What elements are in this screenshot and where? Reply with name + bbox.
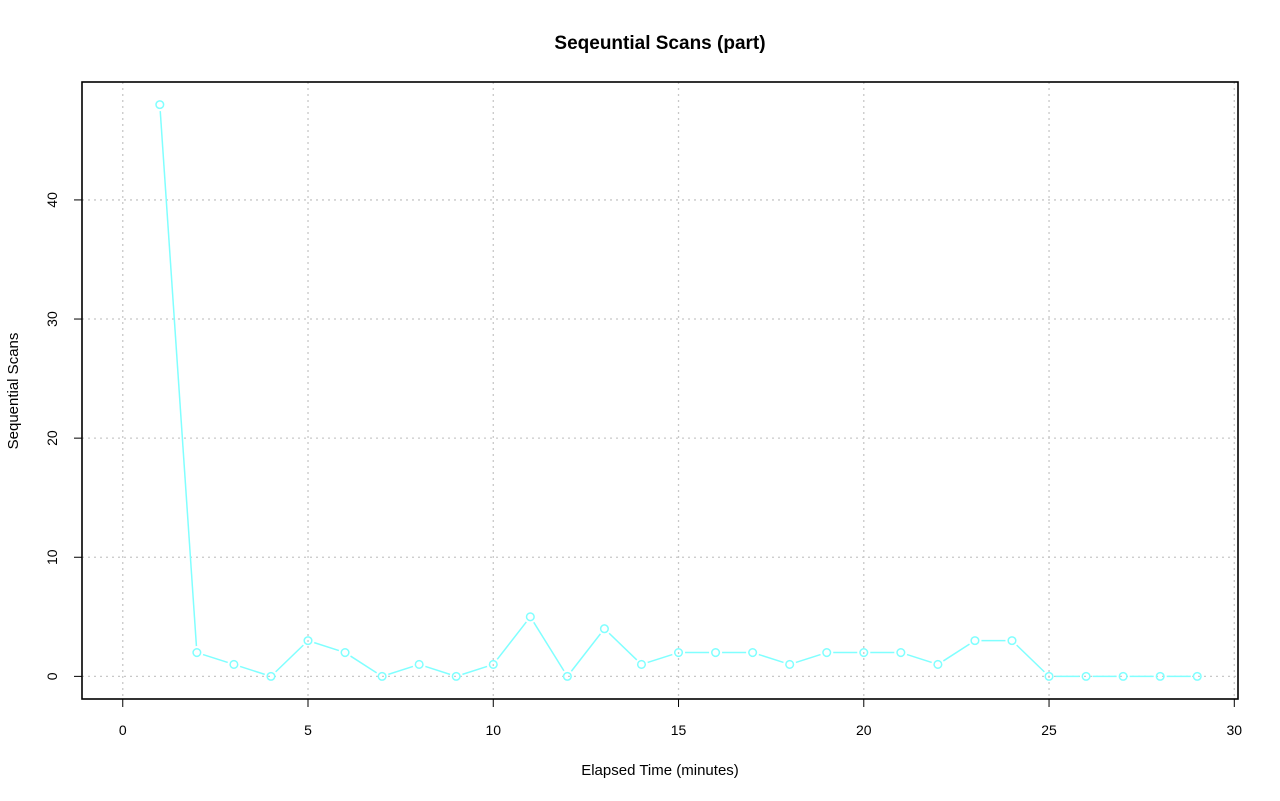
- x-axis-label: Elapsed Time (minutes): [581, 762, 739, 779]
- x-tick-label: 20: [856, 722, 872, 738]
- line-segment: [795, 653, 821, 664]
- data-point: [303, 636, 313, 646]
- y-axis-label: Sequential Scans: [5, 333, 22, 450]
- data-point: [1044, 671, 1054, 681]
- data-point: [599, 624, 609, 634]
- data-point: [636, 659, 647, 670]
- line-segment: [159, 111, 198, 647]
- data-point: [859, 647, 869, 658]
- data-point: [785, 659, 795, 670]
- data-point: [970, 636, 980, 646]
- data-point: [377, 671, 387, 681]
- line-segment: [570, 633, 602, 672]
- line-segment: [608, 632, 638, 661]
- data-point: [1007, 636, 1017, 646]
- x-tick-label: 10: [485, 722, 501, 738]
- data-point: [340, 647, 350, 658]
- line-segment: [496, 621, 527, 660]
- line-segment: [239, 665, 266, 676]
- data-point: [192, 647, 202, 658]
- data-point: [451, 671, 461, 681]
- grid: [82, 82, 1238, 699]
- line-segment: [533, 621, 565, 672]
- x-tick-label: 30: [1227, 722, 1243, 738]
- y-tick-label: 30: [44, 311, 60, 327]
- data-point: [1155, 671, 1165, 681]
- line-segment: [202, 653, 228, 664]
- y-tick-label: 40: [44, 192, 60, 208]
- data-point: [896, 647, 906, 658]
- x-axis: 0 5 10 15 20 25 30: [119, 698, 1243, 738]
- data-point: [1192, 671, 1202, 681]
- x-tick-label: 5: [304, 722, 312, 738]
- x-tick-label: 15: [671, 722, 687, 738]
- data-point: [155, 100, 165, 110]
- data-point: [1118, 671, 1128, 681]
- data-point: [488, 659, 498, 670]
- y-axis: 0 10 20 30 40: [44, 192, 83, 680]
- line-segment: [388, 665, 414, 676]
- x-tick-label: 0: [119, 722, 127, 738]
- plot-frame: [81, 81, 1239, 700]
- data-point: [525, 612, 535, 622]
- data-point: [748, 647, 758, 658]
- data-point: [562, 671, 572, 681]
- line-segment: [1016, 644, 1045, 673]
- line-segment: [942, 643, 970, 662]
- data-point: [933, 659, 943, 670]
- line-segment: [350, 655, 378, 674]
- line-segment: [275, 644, 304, 673]
- x-tick-label: 25: [1041, 722, 1057, 738]
- line-segment: [758, 653, 784, 664]
- data-point: [1081, 671, 1091, 681]
- line-segment: [906, 653, 932, 664]
- line-segment: [425, 665, 451, 676]
- series-line: [155, 100, 1202, 681]
- line-segment: [313, 641, 340, 652]
- y-tick-label: 0: [44, 672, 60, 680]
- series-layer: [155, 100, 1202, 681]
- chart-title: Seqeuntial Scans (part): [554, 33, 765, 54]
- data-point: [711, 647, 721, 658]
- data-point: [229, 659, 239, 670]
- line-segment: [647, 653, 673, 664]
- data-point: [414, 659, 424, 670]
- data-point: [673, 647, 684, 658]
- y-tick-label: 20: [44, 430, 60, 446]
- data-point: [822, 647, 832, 658]
- line-segment: [462, 665, 488, 676]
- y-tick-label: 10: [44, 549, 60, 565]
- data-point: [266, 671, 276, 681]
